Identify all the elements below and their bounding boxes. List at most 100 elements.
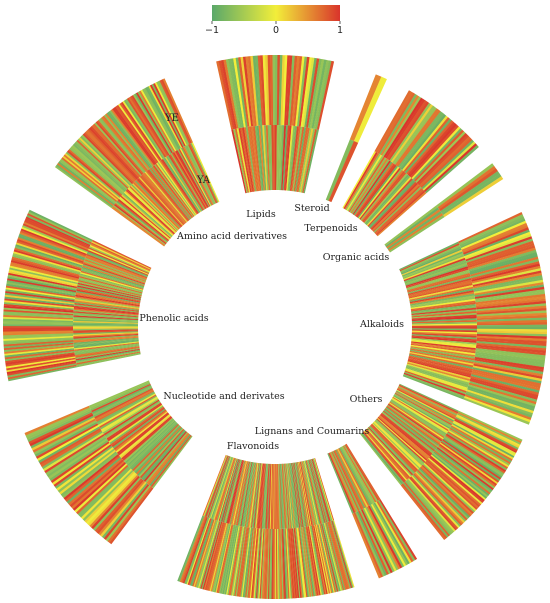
cell-ye bbox=[431, 453, 488, 499]
cell-ya bbox=[345, 443, 381, 501]
cell-ya bbox=[98, 393, 156, 427]
cell-ye bbox=[332, 520, 354, 588]
cell-ye bbox=[17, 237, 85, 262]
cell-ye bbox=[8, 270, 78, 287]
cell-ya bbox=[88, 247, 150, 274]
cell-ya bbox=[111, 207, 165, 247]
cell-ye bbox=[86, 129, 137, 182]
cell-ya bbox=[303, 460, 319, 525]
cell-ya bbox=[127, 187, 176, 234]
cell-ya bbox=[284, 125, 292, 191]
cell-ye bbox=[98, 118, 145, 174]
label-organic-acids: Organic acids bbox=[323, 252, 390, 263]
cell-ya bbox=[220, 458, 239, 522]
cell-ya bbox=[92, 385, 152, 416]
cell-ya bbox=[350, 158, 389, 214]
cell-ye bbox=[465, 392, 533, 419]
cell-ya bbox=[281, 463, 285, 529]
cell-ye bbox=[471, 265, 541, 284]
cell-ye bbox=[6, 357, 76, 371]
cell-ya bbox=[114, 410, 168, 452]
cell-ya bbox=[204, 455, 229, 517]
cell-ye bbox=[194, 519, 217, 588]
cell-ye bbox=[205, 522, 225, 591]
cell-ye bbox=[63, 453, 120, 501]
cell-ya bbox=[110, 406, 165, 446]
cell-ye bbox=[406, 120, 454, 175]
cell-ya bbox=[130, 422, 179, 470]
cell-ye bbox=[469, 380, 538, 403]
cell-ye bbox=[3, 312, 74, 319]
cell-ya bbox=[401, 249, 463, 276]
cell-ya bbox=[73, 313, 139, 320]
cell-ye bbox=[313, 59, 330, 130]
cell-ye bbox=[3, 307, 74, 314]
cell-ye bbox=[460, 220, 527, 250]
cell-ye bbox=[102, 115, 149, 171]
cell-ye bbox=[75, 140, 128, 190]
cell-ya bbox=[113, 204, 166, 246]
cell-ya bbox=[367, 426, 414, 476]
cell-ye bbox=[329, 521, 350, 589]
cell-ya bbox=[409, 288, 474, 303]
cell-ya bbox=[73, 311, 139, 318]
cell-ye bbox=[370, 504, 407, 567]
cell-ya bbox=[76, 287, 141, 302]
cell-ya bbox=[379, 414, 431, 457]
cell-ya bbox=[206, 455, 230, 518]
cell-ye bbox=[468, 382, 537, 405]
cell-ya bbox=[85, 256, 147, 281]
cell-ye bbox=[448, 428, 510, 466]
cell-ya bbox=[310, 459, 329, 523]
cell-ya bbox=[392, 396, 449, 432]
cell-ye bbox=[464, 231, 531, 259]
cell-ye bbox=[452, 422, 515, 459]
cell-ye bbox=[441, 440, 501, 482]
cell-ye bbox=[10, 263, 79, 282]
cell-ye bbox=[256, 528, 263, 599]
cell-ye bbox=[110, 108, 155, 166]
cell-ya bbox=[119, 196, 171, 240]
cell-ya bbox=[373, 186, 422, 233]
cell-ye bbox=[465, 236, 533, 262]
cell-ya bbox=[282, 125, 289, 191]
cell-ya bbox=[117, 413, 170, 456]
cell-ya bbox=[398, 386, 458, 416]
cell-ya bbox=[226, 459, 243, 524]
cell-ya bbox=[273, 463, 275, 529]
cell-ye bbox=[476, 344, 546, 354]
cell-ye bbox=[125, 98, 166, 159]
label-amino-acid-derivatives: Amino acid derivatives bbox=[176, 231, 287, 242]
cell-ye bbox=[67, 150, 122, 197]
cell-ya bbox=[73, 319, 139, 323]
cell-ya bbox=[82, 265, 145, 287]
cell-ya bbox=[249, 126, 259, 192]
label-others: Others bbox=[350, 394, 383, 405]
cell-ya bbox=[238, 461, 251, 526]
colorbar-label-low: −1 bbox=[205, 25, 219, 36]
cell-ye bbox=[132, 94, 171, 155]
cell-ya bbox=[224, 459, 242, 523]
cell-ye bbox=[70, 146, 125, 194]
cell-ya bbox=[388, 403, 443, 441]
cell-ye bbox=[30, 415, 95, 449]
cell-ye bbox=[237, 527, 249, 597]
cell-ya bbox=[360, 433, 402, 486]
cell-ya bbox=[330, 451, 359, 512]
cell-ye bbox=[4, 294, 75, 305]
cell-ye bbox=[200, 521, 221, 589]
cell-ya bbox=[408, 355, 473, 371]
cell-ya bbox=[287, 125, 296, 191]
cell-ya bbox=[387, 404, 442, 443]
cell-ya bbox=[103, 399, 160, 436]
cell-ya bbox=[115, 411, 168, 453]
cell-ya bbox=[152, 165, 193, 219]
cell-ya bbox=[366, 176, 412, 227]
cell-ye bbox=[57, 162, 115, 207]
cell-ye bbox=[281, 528, 285, 599]
cell-ye bbox=[77, 465, 130, 516]
cell-ye bbox=[415, 470, 467, 522]
cell-ya bbox=[309, 459, 328, 523]
cell-ya bbox=[374, 187, 423, 234]
cell-ye bbox=[401, 483, 448, 539]
